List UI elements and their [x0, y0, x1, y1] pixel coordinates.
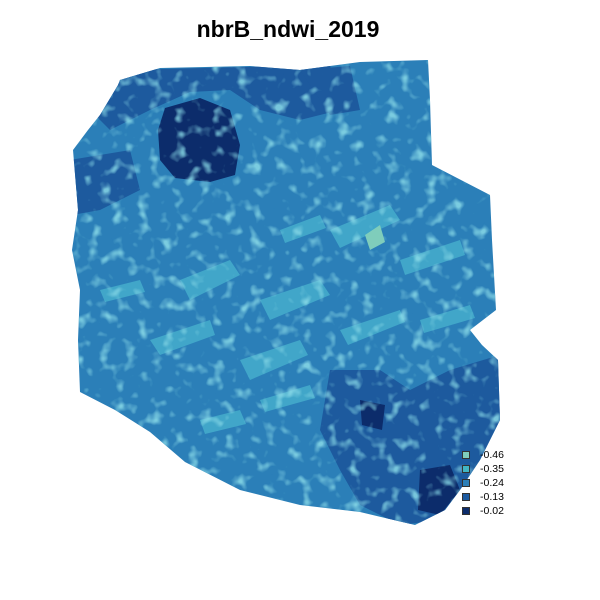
- legend-swatch: [462, 479, 470, 487]
- legend-label: -0.13: [480, 491, 504, 503]
- legend-label: -0.46: [480, 449, 504, 461]
- legend-swatch: [462, 493, 470, 501]
- speckle-texture: [72, 60, 500, 525]
- map-title: nbrB_ndwi_2019: [196, 16, 380, 42]
- legend: -0.46 -0.35 -0.24 -0.13 -0.02: [462, 448, 542, 518]
- legend-item: -0.35: [462, 462, 542, 476]
- legend-swatch: [462, 451, 470, 459]
- legend-item: -0.46: [462, 448, 542, 462]
- lightest-patch: [365, 225, 385, 250]
- legend-label: -0.02: [480, 505, 504, 517]
- legend-label: -0.24: [480, 477, 504, 489]
- map-region: [72, 60, 500, 525]
- legend-item: -0.02: [462, 504, 542, 518]
- legend-swatch: [462, 465, 470, 473]
- legend-swatch: [462, 507, 470, 515]
- legend-item: -0.13: [462, 490, 542, 504]
- legend-item: -0.24: [462, 476, 542, 490]
- legend-label: -0.35: [480, 463, 504, 475]
